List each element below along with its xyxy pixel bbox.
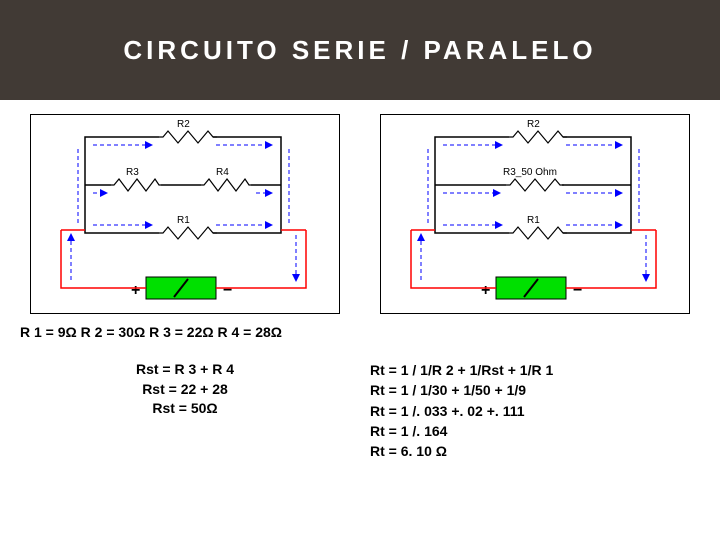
given-values: R 1 = 9Ω R 2 = 30Ω R 3 = 22Ω R 4 = 28Ω — [0, 314, 720, 340]
label-r1-right: R1 — [527, 215, 540, 226]
series-line-2: Rst = 22 + 28 — [30, 380, 340, 400]
parallel-line-1: Rt = 1 / 1/R 2 + 1/Rst + 1/R 1 — [370, 360, 690, 380]
parallel-line-2: Rt = 1 / 1/30 + 1/50 + 1/9 — [370, 380, 690, 400]
svg-text:+: + — [131, 282, 140, 299]
slide-title: CIRCUITO SERIE / PARALELO — [123, 35, 596, 66]
label-r2-left: R2 — [177, 119, 190, 130]
parallel-line-4: Rt = 1 /. 164 — [370, 421, 690, 441]
circuit-diagram-left: + − R2 R3 R4 — [30, 114, 340, 314]
title-bar: CIRCUITO SERIE / PARALELO — [0, 0, 720, 100]
label-r3-right: R3_50 Ohm — [503, 167, 557, 178]
svg-text:−: − — [573, 282, 582, 299]
svg-text:+: + — [481, 282, 490, 299]
series-line-1: Rst = R 3 + R 4 — [30, 360, 340, 380]
parallel-line-5: Rt = 6. 10 Ω — [370, 441, 690, 461]
parallel-line-3: Rt = 1 /. 033 +. 02 +. 111 — [370, 401, 690, 421]
series-calc: Rst = R 3 + R 4 Rst = 22 + 28 Rst = 50Ω — [30, 360, 340, 461]
diagrams-row: + − R2 R3 R4 — [0, 100, 720, 314]
label-r2-right: R2 — [527, 119, 540, 130]
circuit-svg-left: + − R2 R3 R4 — [31, 115, 341, 315]
calculations-row: Rst = R 3 + R 4 Rst = 22 + 28 Rst = 50Ω … — [0, 340, 720, 461]
circuit-diagram-right: + − R2 R3_50 Ohm R1 — [380, 114, 690, 314]
label-r3-left: R3 — [126, 167, 139, 178]
series-line-3: Rst = 50Ω — [30, 399, 340, 419]
label-r1-left: R1 — [177, 215, 190, 226]
parallel-calc: Rt = 1 / 1/R 2 + 1/Rst + 1/R 1 Rt = 1 / … — [340, 360, 690, 461]
circuit-svg-right: + − R2 R3_50 Ohm R1 — [381, 115, 691, 315]
svg-text:−: − — [223, 282, 232, 299]
label-r4-left: R4 — [216, 167, 229, 178]
